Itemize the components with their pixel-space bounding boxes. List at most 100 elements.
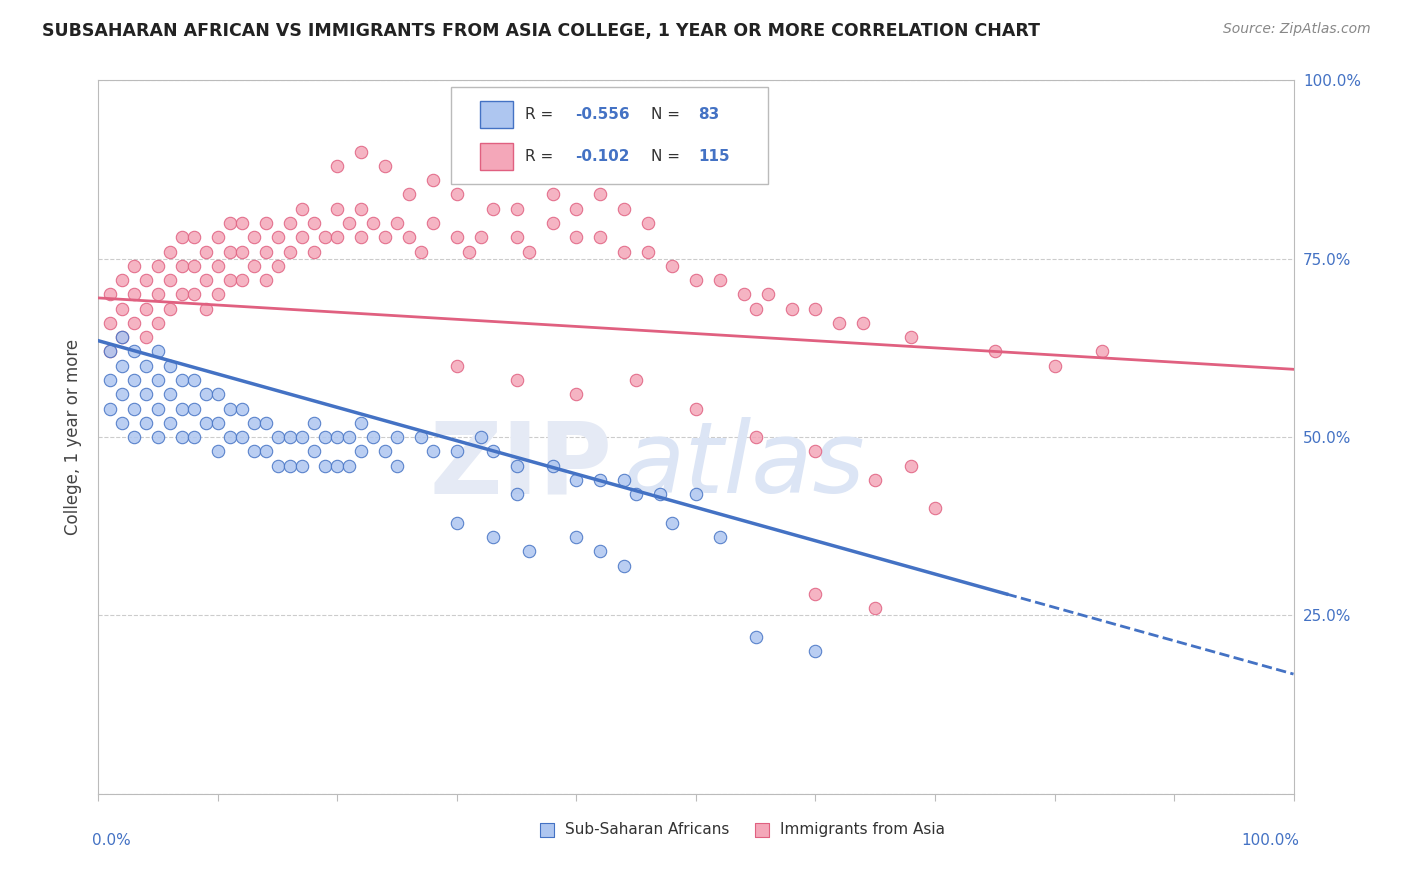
Point xyxy=(207,259,229,273)
Point xyxy=(326,202,349,216)
Text: 0.0%: 0.0% xyxy=(93,833,131,848)
Point xyxy=(291,458,314,473)
Point xyxy=(267,259,290,273)
Point xyxy=(350,416,373,430)
Point xyxy=(207,444,229,458)
Point xyxy=(124,401,146,416)
Point xyxy=(302,216,325,230)
Point xyxy=(446,444,468,458)
Point xyxy=(231,216,253,230)
Point xyxy=(159,359,181,373)
Point xyxy=(111,387,134,401)
Point xyxy=(159,273,181,287)
Point xyxy=(374,230,396,244)
Point xyxy=(648,487,672,501)
Point xyxy=(159,387,181,401)
Point xyxy=(565,530,588,544)
Point xyxy=(111,330,134,344)
Point xyxy=(506,202,529,216)
Point xyxy=(124,316,146,330)
Point xyxy=(565,202,588,216)
Point xyxy=(865,601,887,615)
Point xyxy=(756,287,779,301)
FancyBboxPatch shape xyxy=(479,143,513,170)
Point xyxy=(363,216,385,230)
Point xyxy=(637,216,659,230)
Point xyxy=(506,487,529,501)
Point xyxy=(135,301,157,316)
Point xyxy=(506,458,529,473)
Text: 115: 115 xyxy=(699,149,730,164)
Point xyxy=(984,344,1007,359)
Point xyxy=(195,273,218,287)
Point xyxy=(254,444,277,458)
Point xyxy=(195,301,218,316)
Point xyxy=(685,487,707,501)
Point xyxy=(243,444,266,458)
Point xyxy=(219,244,242,259)
Point xyxy=(278,244,301,259)
Point xyxy=(446,230,468,244)
Point xyxy=(804,444,827,458)
Point xyxy=(231,401,253,416)
Point xyxy=(207,287,229,301)
Point xyxy=(709,273,731,287)
Text: R =: R = xyxy=(524,107,558,122)
Point xyxy=(207,387,229,401)
Point xyxy=(446,187,468,202)
Point xyxy=(411,244,433,259)
Point xyxy=(278,458,301,473)
Point xyxy=(172,430,194,444)
Text: 83: 83 xyxy=(699,107,720,122)
Point xyxy=(219,216,242,230)
Point xyxy=(350,444,373,458)
Point xyxy=(267,430,290,444)
Point xyxy=(183,230,205,244)
Point xyxy=(159,416,181,430)
Point xyxy=(135,273,157,287)
Point xyxy=(148,430,170,444)
Point xyxy=(446,516,468,530)
Point xyxy=(613,558,636,573)
Point xyxy=(326,430,349,444)
Point xyxy=(207,416,229,430)
Point xyxy=(398,230,420,244)
Point xyxy=(148,344,170,359)
Point xyxy=(398,187,420,202)
Point xyxy=(98,344,122,359)
Point xyxy=(172,230,194,244)
Text: Sub-Saharan Africans: Sub-Saharan Africans xyxy=(565,822,728,837)
Point xyxy=(219,401,242,416)
Point xyxy=(195,416,218,430)
Point xyxy=(339,216,361,230)
Point xyxy=(243,416,266,430)
Text: Source: ZipAtlas.com: Source: ZipAtlas.com xyxy=(1223,22,1371,37)
Point xyxy=(626,373,648,387)
Point xyxy=(183,373,205,387)
Point xyxy=(613,202,636,216)
Point xyxy=(350,202,373,216)
Point xyxy=(565,387,588,401)
Point xyxy=(804,587,827,601)
Point xyxy=(98,287,122,301)
Point xyxy=(339,430,361,444)
FancyBboxPatch shape xyxy=(479,101,513,128)
Point xyxy=(267,458,290,473)
Point xyxy=(267,230,290,244)
Point xyxy=(291,202,314,216)
Point xyxy=(589,473,612,487)
Point xyxy=(159,301,181,316)
Point xyxy=(541,187,564,202)
Y-axis label: College, 1 year or more: College, 1 year or more xyxy=(65,339,83,535)
Point xyxy=(111,301,134,316)
Point xyxy=(1091,344,1114,359)
Point xyxy=(315,230,337,244)
Point xyxy=(350,230,373,244)
Point xyxy=(195,387,218,401)
Point xyxy=(302,416,325,430)
Point xyxy=(589,187,612,202)
Point xyxy=(148,401,170,416)
Point xyxy=(98,373,122,387)
Point xyxy=(195,244,218,259)
Point xyxy=(470,230,492,244)
